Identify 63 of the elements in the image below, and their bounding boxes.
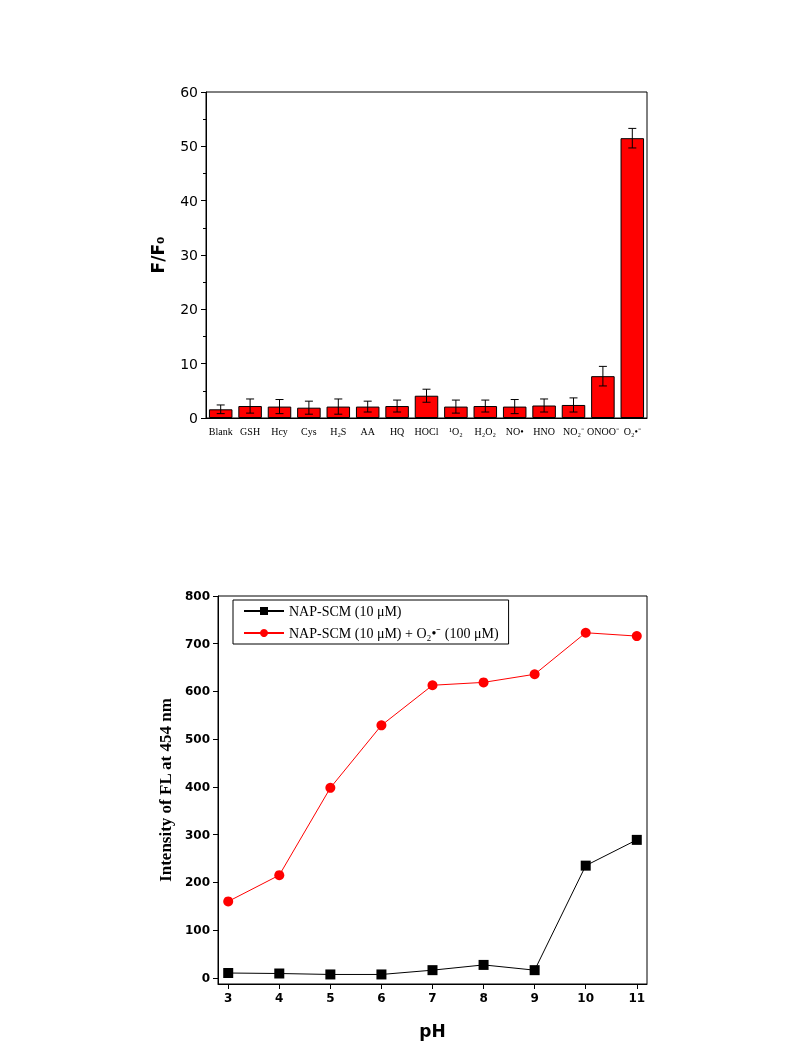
x-tick-label: 11 [628,991,646,1005]
x-tick-label: 8 [479,991,488,1005]
point [376,720,387,731]
y-axis-title: Intensity of FL at 454 nm [156,698,175,882]
y-tick-label: 60 [180,84,198,100]
x-tick-label: NO₂⁻ [563,425,585,437]
y-tick-label: 30 [180,247,198,263]
x-tick-label: 9 [530,991,539,1005]
x-axis-title: pH [419,1020,446,1041]
point [274,870,285,881]
x-tick-label: HOCl [414,425,439,437]
x-tick-label: GSH [240,425,261,437]
point [631,631,642,642]
x-tick-label: H₂O₂ [474,425,497,437]
y-tick-label: 300 [184,827,210,842]
point [427,965,438,976]
point [223,968,234,979]
y-tick-label: 400 [184,779,210,794]
x-tick-label: O₂•⁻ [623,425,642,437]
x-tick-label: 10 [577,991,595,1005]
y-tick-label: 200 [184,875,210,890]
point [580,860,591,871]
x-tick-label: 6 [377,991,386,1005]
y-axis-title: F/F₀ [147,236,168,274]
x-tick-label: 4 [275,991,284,1005]
point [223,896,234,907]
x-tick-label: AA [360,425,376,437]
point [274,968,285,979]
y-tick-label: 40 [180,192,198,209]
x-tick-label: NO• [505,425,524,437]
y-tick-label: 700 [184,636,210,651]
point [529,965,540,976]
point [529,669,540,680]
x-tick-label: ¹O₂ [449,425,463,437]
x-tick-label: HNO [533,425,555,437]
x-tick-label: 7 [428,991,437,1005]
x-tick-label: Hcy [271,425,288,437]
legend-label: NAP-SCM (10 μM) [289,603,402,620]
y-tick-label: 0 [189,410,198,426]
y-tick-label: 20 [180,301,198,318]
legend-label: NAP-SCM (10 μM) + O₂•⁻ (100 μM) [289,625,499,642]
y-tick-label: 600 [184,684,210,699]
x-tick-label: ONOO⁻ [586,425,620,437]
x-tick-label: HQ [389,425,406,437]
y-tick-label: 800 [184,589,210,603]
x-tick-label: Cys [301,425,317,437]
point [376,969,387,980]
point [478,959,489,970]
point [478,677,489,688]
point [325,969,336,980]
point [325,782,336,793]
point [631,834,642,845]
point [580,627,591,638]
y-tick-label: 500 [184,732,210,747]
x-tick-label: 5 [326,991,335,1005]
point [427,680,438,691]
y-tick-label: 0 [201,970,210,985]
x-tick-label: H₂S [330,425,347,437]
y-tick-label: 50 [180,138,198,155]
y-tick-label: 100 [184,923,210,938]
y-tick-label: 10 [180,355,198,372]
x-tick-label: Blank [208,425,233,437]
x-tick-label: 3 [224,991,233,1005]
